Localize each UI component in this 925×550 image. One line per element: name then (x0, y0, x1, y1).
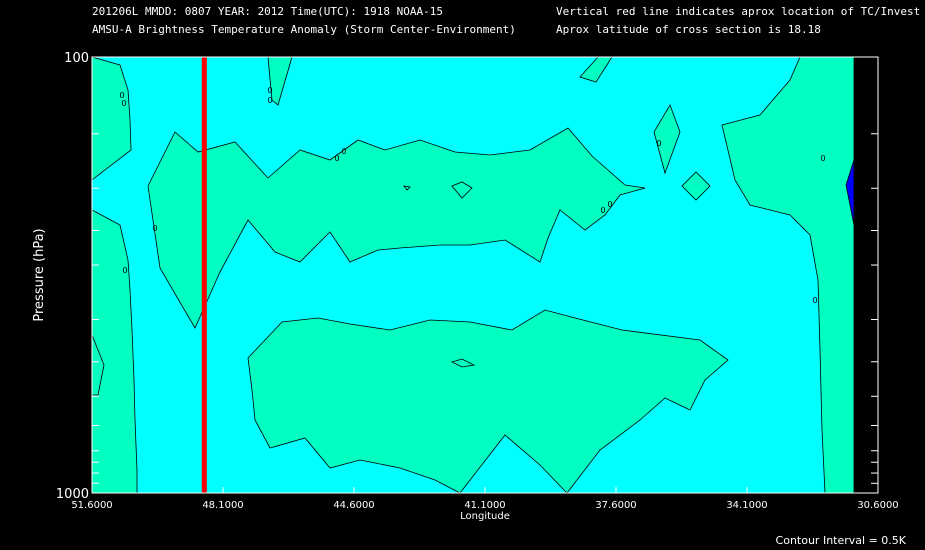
contour-label: 0 (607, 200, 612, 209)
anomaly-tick-small-1 (403, 185, 411, 191)
y-axis: 100 1000 (56, 51, 878, 502)
anomaly-region-diamond-1 (653, 104, 681, 175)
contour-label: 0 (152, 224, 157, 233)
contour-label: 0 (121, 99, 126, 108)
right-edge-band (854, 57, 878, 493)
header-line1-right: Vertical red line indicates aprox locati… (556, 5, 921, 18)
y-axis-label: Pressure (hPa) (32, 228, 47, 321)
contour-interval-label: Contour Interval = 0.5K (776, 534, 907, 547)
anomaly-tick-small-2 (450, 358, 476, 368)
contour-label: 0 (267, 96, 272, 105)
y-tick-label: 1000 (56, 487, 89, 502)
x-tick-label: 48.1000 (202, 500, 243, 511)
x-tick-label: 30.6000 (857, 500, 898, 511)
contour-label: 0 (341, 147, 346, 156)
x-axis-label: Longitude (460, 511, 510, 522)
anomaly-region-right-column (721, 56, 855, 494)
negative-anomaly-region (845, 159, 855, 226)
anomaly-region-small-blob (451, 181, 473, 199)
x-tick-label: 41.1000 (464, 500, 505, 511)
contour-label: 0 (267, 86, 272, 95)
x-axis: 51.6000 48.1000 44.6000 41.1000 37.6000 34.10… (71, 487, 899, 511)
contour-label: 0 (820, 154, 825, 163)
contour-label: 0 (600, 206, 605, 215)
anomaly-region-lower-band (247, 309, 729, 494)
header-line1-left: 201206L MMDD: 0807 YEAR: 2012 Time(UTC):… (92, 5, 443, 18)
chart-title: AMSU-A Brightness Temperature Anomaly (S… (92, 23, 516, 36)
contour-label: 0 (812, 296, 817, 305)
y-tick-label: 100 (64, 51, 89, 66)
x-tick-label: 51.6000 (71, 500, 112, 511)
anomaly-region-diamond-2 (681, 171, 711, 201)
contour-label: 0 (119, 91, 124, 100)
x-tick-label: 44.6000 (333, 500, 374, 511)
header-line2-right: Aprox latitude of cross section is 18.18 (556, 23, 821, 36)
x-tick-label: 37.6000 (595, 500, 636, 511)
contour-label: 0 (122, 266, 127, 275)
contour-label: 0 (334, 154, 339, 163)
anomaly-region-upper-band (147, 127, 646, 329)
contour-label: 0 (656, 139, 661, 148)
x-tick-label: 34.1000 (726, 500, 767, 511)
